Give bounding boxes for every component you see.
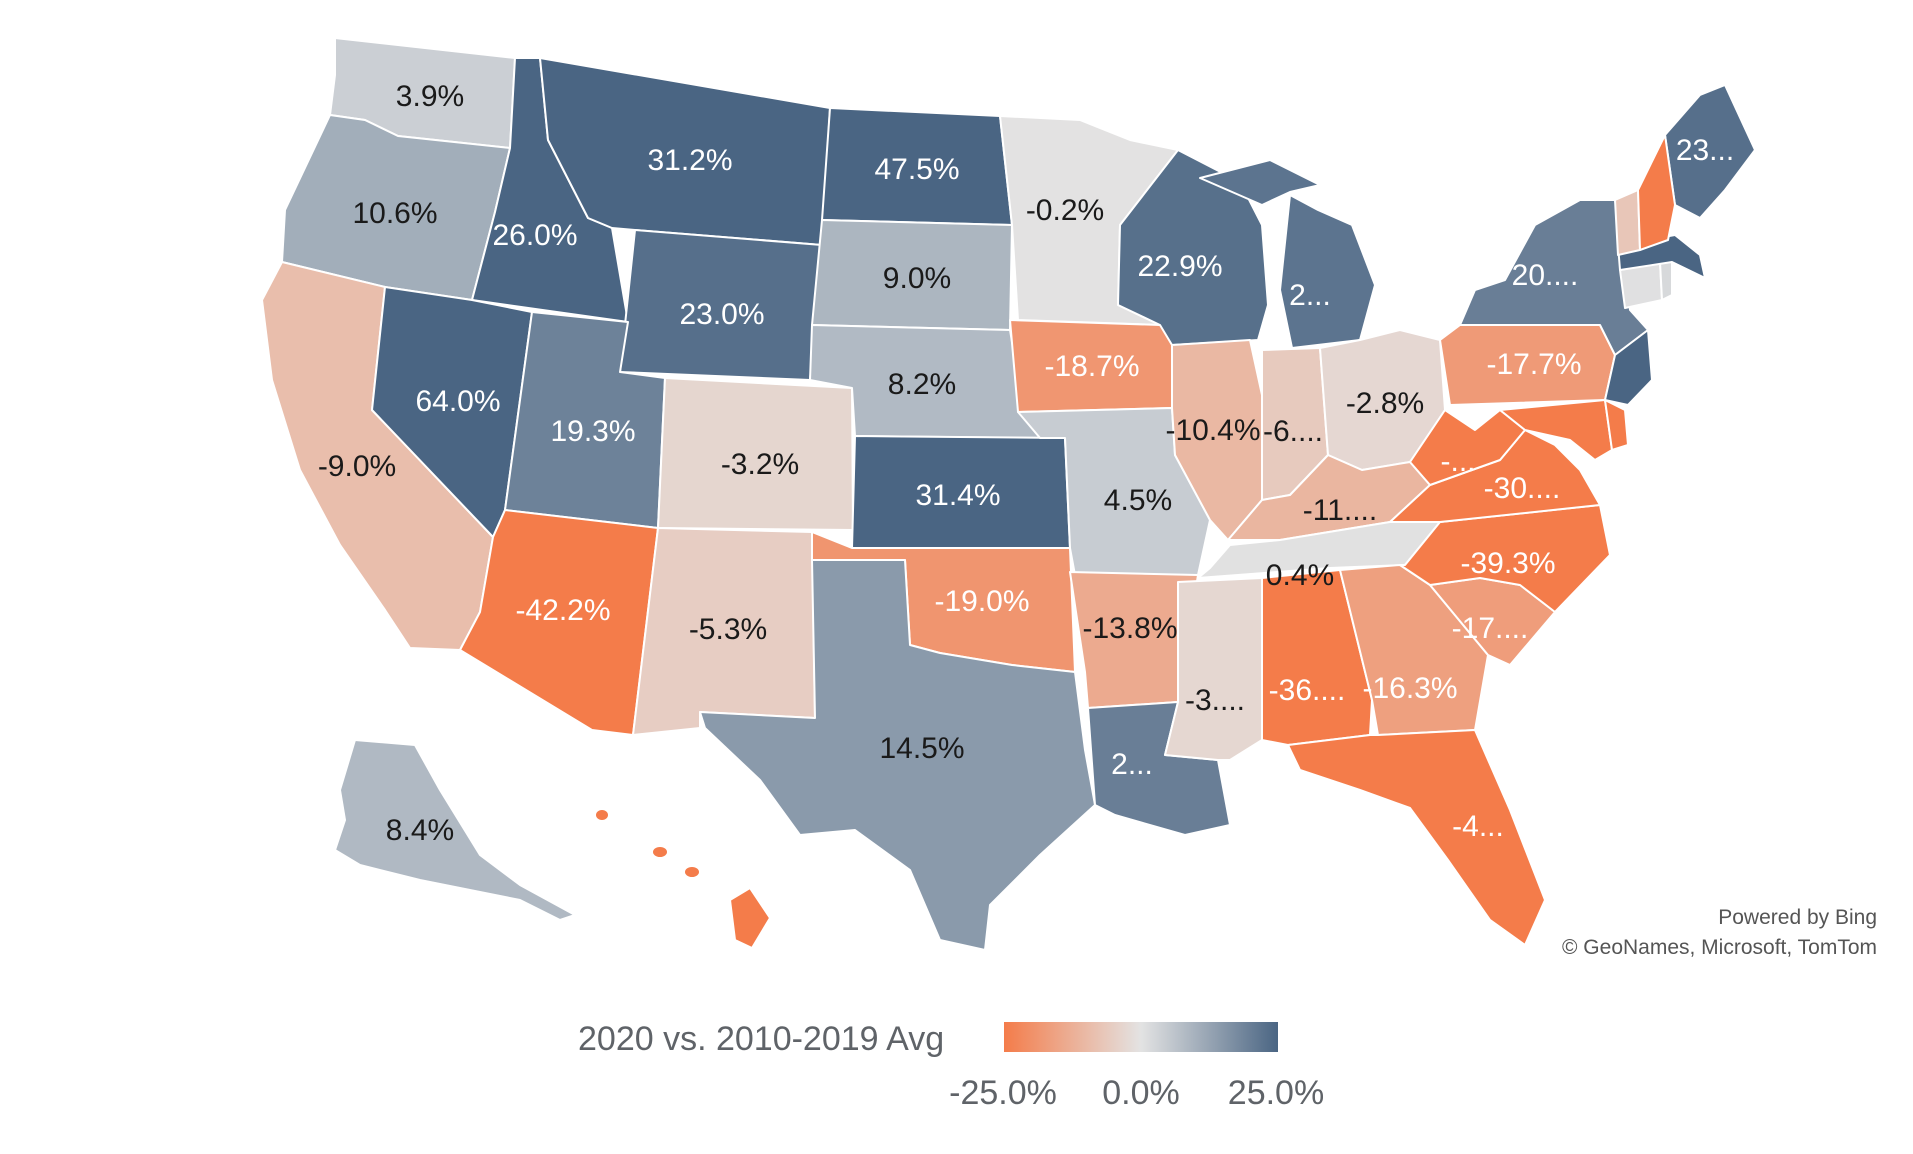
state-mi[interactable] bbox=[1199, 159, 1376, 349]
state-label-oh: -2.8% bbox=[1346, 387, 1424, 420]
state-label-id: 26.0% bbox=[492, 219, 577, 252]
state-label-ms: -3.... bbox=[1185, 684, 1245, 717]
state-label-va: -30.... bbox=[1484, 472, 1561, 505]
state-label-wy: 23.0% bbox=[679, 298, 764, 331]
state-label-tx: 14.5% bbox=[879, 732, 964, 765]
legend-color-bar bbox=[1004, 1022, 1278, 1052]
state-label-in: -6.... bbox=[1263, 415, 1323, 448]
state-ms[interactable] bbox=[1164, 577, 1263, 761]
state-fl[interactable] bbox=[1287, 729, 1546, 946]
legend-mid-label: 0.0% bbox=[1102, 1074, 1180, 1112]
state-label-ca: -9.0% bbox=[318, 450, 396, 483]
state-label-wa: 3.9% bbox=[396, 80, 464, 113]
state-nh[interactable] bbox=[1637, 134, 1676, 251]
state-label-mi: 2... bbox=[1289, 279, 1331, 312]
state-label-al: -36.... bbox=[1269, 674, 1346, 707]
state-label-sd: 9.0% bbox=[883, 262, 951, 295]
state-label-nd: 47.5% bbox=[874, 153, 959, 186]
state-ak[interactable] bbox=[334, 739, 576, 921]
state-label-il: -10.4% bbox=[1165, 414, 1260, 447]
state-label-tn: 0.4% bbox=[1266, 559, 1334, 592]
state-label-me: 23... bbox=[1676, 134, 1734, 167]
state-label-pa: -17.7% bbox=[1486, 348, 1581, 381]
state-label-ar: -13.8% bbox=[1082, 612, 1177, 645]
state-label-nc: -39.3% bbox=[1460, 547, 1555, 580]
state-label-nv: 64.0% bbox=[415, 385, 500, 418]
state-label-ne: 8.2% bbox=[888, 368, 956, 401]
state-label-fl: -4... bbox=[1452, 810, 1504, 843]
state-label-mt: 31.2% bbox=[647, 144, 732, 177]
state-nj[interactable] bbox=[1604, 329, 1653, 406]
state-label-sc: -17.... bbox=[1452, 612, 1529, 645]
state-label-mo: 4.5% bbox=[1104, 484, 1172, 517]
state-label-or: 10.6% bbox=[352, 197, 437, 230]
state-tx[interactable] bbox=[699, 559, 1096, 951]
state-vt[interactable] bbox=[1614, 189, 1641, 256]
state-label-ia: -18.7% bbox=[1044, 350, 1139, 383]
state-label-wi: 22.9% bbox=[1137, 250, 1222, 283]
state-label-az: -42.2% bbox=[515, 594, 610, 627]
state-label-co: -3.2% bbox=[721, 448, 799, 481]
state-label-ny: 20.... bbox=[1512, 259, 1579, 292]
state-label-wv: -... bbox=[1441, 445, 1476, 478]
state-label-la: 2... bbox=[1111, 748, 1153, 781]
state-label-ak: 8.4% bbox=[386, 814, 454, 847]
state-label-nm: -5.3% bbox=[689, 613, 767, 646]
state-label-ks: 31.4% bbox=[915, 479, 1000, 512]
legend-title: 2020 vs. 2010-2019 Avg bbox=[578, 1020, 945, 1058]
state-label-mn: -0.2% bbox=[1026, 194, 1104, 227]
legend-max-label: 25.0% bbox=[1227, 1074, 1325, 1112]
state-label-ok: -19.0% bbox=[934, 585, 1029, 618]
state-hi[interactable] bbox=[594, 808, 771, 949]
state-label-ky: -11.... bbox=[1303, 494, 1377, 527]
legend-min-label: -25.0% bbox=[949, 1074, 1057, 1112]
state-me[interactable] bbox=[1664, 84, 1756, 219]
state-de[interactable] bbox=[1604, 399, 1629, 451]
state-label-ut: 19.3% bbox=[550, 415, 635, 448]
state-wi[interactable] bbox=[1117, 149, 1269, 346]
state-ri[interactable] bbox=[1659, 261, 1673, 301]
attribution-powered-by: Powered by Bing bbox=[1718, 906, 1877, 929]
state-label-ga: -16.3% bbox=[1362, 672, 1457, 705]
attribution-copyright: © GeoNames, Microsoft, TomTom bbox=[1562, 936, 1877, 959]
